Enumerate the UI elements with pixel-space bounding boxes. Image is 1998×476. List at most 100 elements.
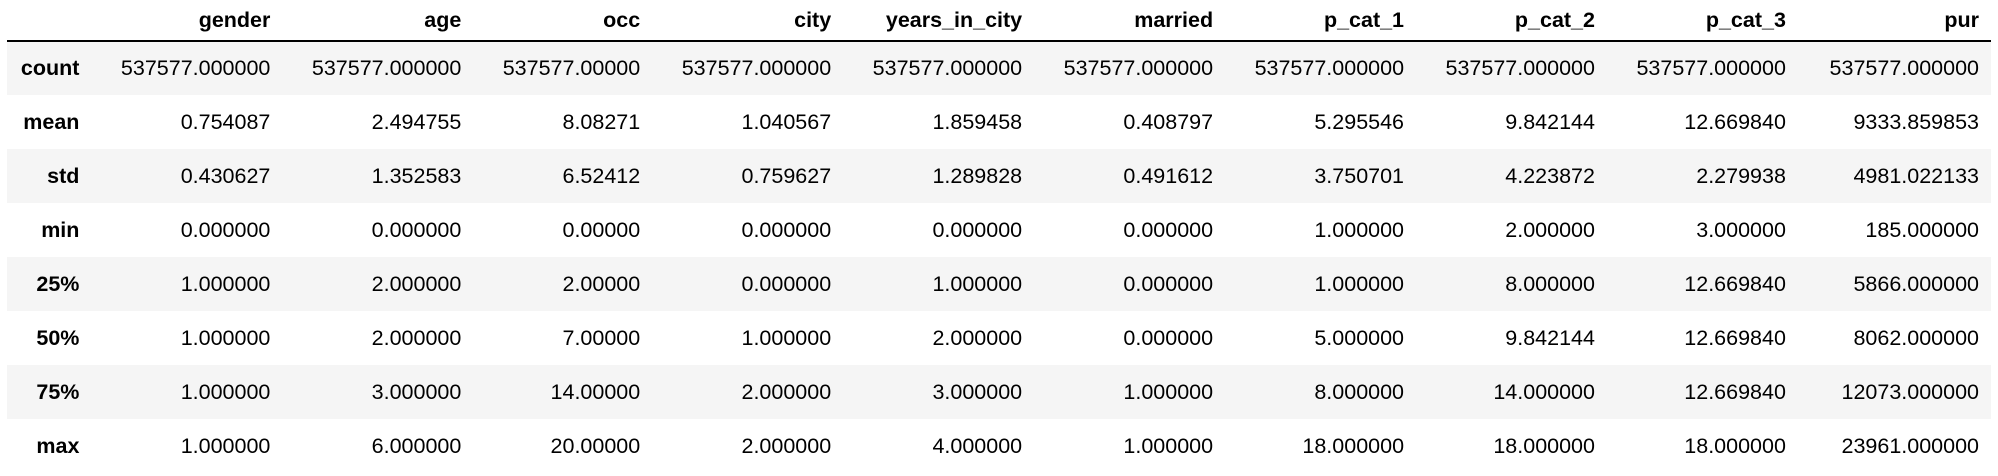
table-cell: 2.000000 xyxy=(741,433,832,458)
table-cell: 3.000000 xyxy=(371,379,462,404)
row-label: mean xyxy=(23,109,80,134)
table-cell: 1.000000 xyxy=(932,271,1023,296)
table-cell: 5.295546 xyxy=(1314,109,1405,134)
table-cell: 0.000000 xyxy=(741,271,832,296)
table-cell: 3.000000 xyxy=(932,379,1023,404)
table-cell: 1.000000 xyxy=(180,325,271,350)
table-cell: 8062.000000 xyxy=(1853,325,1979,350)
table-cell: 0.000000 xyxy=(371,217,462,242)
table-cell: 0.430627 xyxy=(180,163,271,188)
table-cell: 2.494755 xyxy=(371,109,462,134)
table-cell: 0.000000 xyxy=(1123,325,1214,350)
table-cell: 537577.000000 xyxy=(1063,56,1214,80)
table-cell: 4.000000 xyxy=(932,433,1023,458)
table-cell: 0.408797 xyxy=(1123,109,1214,134)
table-cell: 0.000000 xyxy=(1123,271,1214,296)
table-cell: 537577.000000 xyxy=(1445,56,1595,80)
table-cell: 1.000000 xyxy=(1314,217,1405,242)
column-header: city xyxy=(652,0,844,42)
table-row: std 0.430627 1.352583 6.52412 0.759627 1.2898… xyxy=(7,149,1991,203)
table-row: 50% 1.000000 2.000000 7.00000 1.000000 2.0000… xyxy=(7,311,1991,365)
table-cell: 12.669840 xyxy=(1684,109,1786,134)
table-cell: 537577.00000 xyxy=(502,56,641,80)
table-cell: 0.00000 xyxy=(562,217,641,242)
table-row: 25% 1.000000 2.000000 2.00000 0.000000 1.0000… xyxy=(7,257,1991,311)
table-cell: 12073.000000 xyxy=(1841,379,1979,404)
table-cell: 1.289828 xyxy=(932,163,1023,188)
table-cell: 3.750701 xyxy=(1314,163,1405,188)
table-cell: 1.000000 xyxy=(741,325,832,350)
table-cell: 9.842144 xyxy=(1505,109,1595,134)
table-cell: 18.000000 xyxy=(1493,433,1595,458)
row-label: std xyxy=(47,163,80,188)
table-cell: 14.00000 xyxy=(550,379,641,404)
table-cell: 1.000000 xyxy=(180,271,271,296)
table-cell: 18.000000 xyxy=(1302,433,1405,458)
table-cell: 8.000000 xyxy=(1314,379,1405,404)
table-cell: 537577.000000 xyxy=(872,56,1023,80)
table-cell: 5866.000000 xyxy=(1853,271,1979,296)
table-cell: 9.842144 xyxy=(1505,325,1595,350)
table-cell: 9333.859853 xyxy=(1853,109,1979,134)
table-cell: 0.491612 xyxy=(1123,163,1214,188)
table-body: count 537577.000000 537577.000000 537577.00… xyxy=(7,41,1991,473)
table-row: min 0.000000 0.000000 0.00000 0.000000 0.0000… xyxy=(7,203,1991,257)
table-cell: 0.000000 xyxy=(1123,217,1214,242)
table-cell: 23961.000000 xyxy=(1841,433,1979,458)
table-cell: 12.669840 xyxy=(1684,379,1786,404)
table-cell: 6.52412 xyxy=(562,163,641,188)
table-cell: 14.000000 xyxy=(1493,379,1595,404)
table-cell: 4981.022133 xyxy=(1853,163,1979,188)
header-row: gender age occ city years_in_city marrie… xyxy=(7,0,1991,42)
table-cell: 0.000000 xyxy=(932,217,1023,242)
table-cell: 2.000000 xyxy=(1505,217,1595,242)
column-header: p_cat_2 xyxy=(1416,0,1607,42)
table-cell: 0.000000 xyxy=(741,217,832,242)
table-cell: 20.00000 xyxy=(550,433,641,458)
table-cell: 1.352583 xyxy=(371,163,462,188)
table-cell: 537577.000000 xyxy=(1636,56,1786,80)
table-cell: 2.279938 xyxy=(1696,163,1786,188)
table-cell: 2.000000 xyxy=(371,271,462,296)
table-cell: 2.000000 xyxy=(371,325,462,350)
column-header: years_in_city xyxy=(843,0,1035,42)
index-header xyxy=(7,0,92,42)
table-cell: 2.000000 xyxy=(741,379,832,404)
table-cell: 1.000000 xyxy=(1314,271,1405,296)
table-cell: 537577.000000 xyxy=(120,56,271,80)
table-cell: 3.000000 xyxy=(1696,217,1786,242)
table-cell: 537577.000000 xyxy=(1254,56,1405,80)
table-row: mean 0.754087 2.494755 8.08271 1.040567 1.859… xyxy=(7,95,1991,149)
table-cell: 1.000000 xyxy=(180,379,271,404)
table-cell: 1.000000 xyxy=(1123,433,1214,458)
row-label: count xyxy=(20,56,80,80)
column-header: age xyxy=(282,0,474,42)
table-cell: 537577.000000 xyxy=(1829,56,1979,80)
table-cell: 12.669840 xyxy=(1684,325,1786,350)
table-cell: 8.08271 xyxy=(562,109,641,134)
table-row: max 1.000000 6.000000 20.00000 2.000000 4.000… xyxy=(7,419,1991,473)
row-label: 25% xyxy=(36,271,80,296)
table-cell: 18.000000 xyxy=(1684,433,1786,458)
table-row: count 537577.000000 537577.000000 537577.00… xyxy=(7,41,1991,95)
table-cell: 537577.000000 xyxy=(311,56,462,80)
row-label: min xyxy=(41,217,80,242)
column-header: married xyxy=(1034,0,1226,42)
table-cell: 12.669840 xyxy=(1684,271,1786,296)
table-cell: 0.759627 xyxy=(741,163,832,188)
table-cell: 1.040567 xyxy=(741,109,832,134)
table-cell: 7.00000 xyxy=(562,325,641,350)
table-cell: 1.000000 xyxy=(1123,379,1214,404)
table-cell: 185.000000 xyxy=(1865,217,1979,242)
table-cell: 8.000000 xyxy=(1505,271,1595,296)
table-cell: 2.000000 xyxy=(932,325,1023,350)
column-header: pur xyxy=(1797,0,1991,42)
table-cell: 2.00000 xyxy=(562,271,641,296)
column-header: p_cat_1 xyxy=(1225,0,1417,42)
table-cell: 4.223872 xyxy=(1505,163,1595,188)
row-label: max xyxy=(36,433,80,458)
table-cell: 5.000000 xyxy=(1314,325,1405,350)
table-row: 75% 1.000000 3.000000 14.00000 2.000000 3.000… xyxy=(7,365,1991,419)
table-cell: 1.000000 xyxy=(180,433,271,458)
